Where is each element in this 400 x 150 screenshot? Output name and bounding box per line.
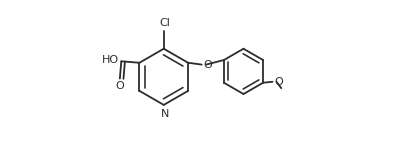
- Text: O: O: [274, 77, 283, 87]
- Text: HO: HO: [102, 54, 120, 64]
- Text: N: N: [160, 109, 169, 119]
- Text: Cl: Cl: [159, 18, 170, 28]
- Text: O: O: [204, 60, 212, 70]
- Text: O: O: [116, 81, 124, 92]
